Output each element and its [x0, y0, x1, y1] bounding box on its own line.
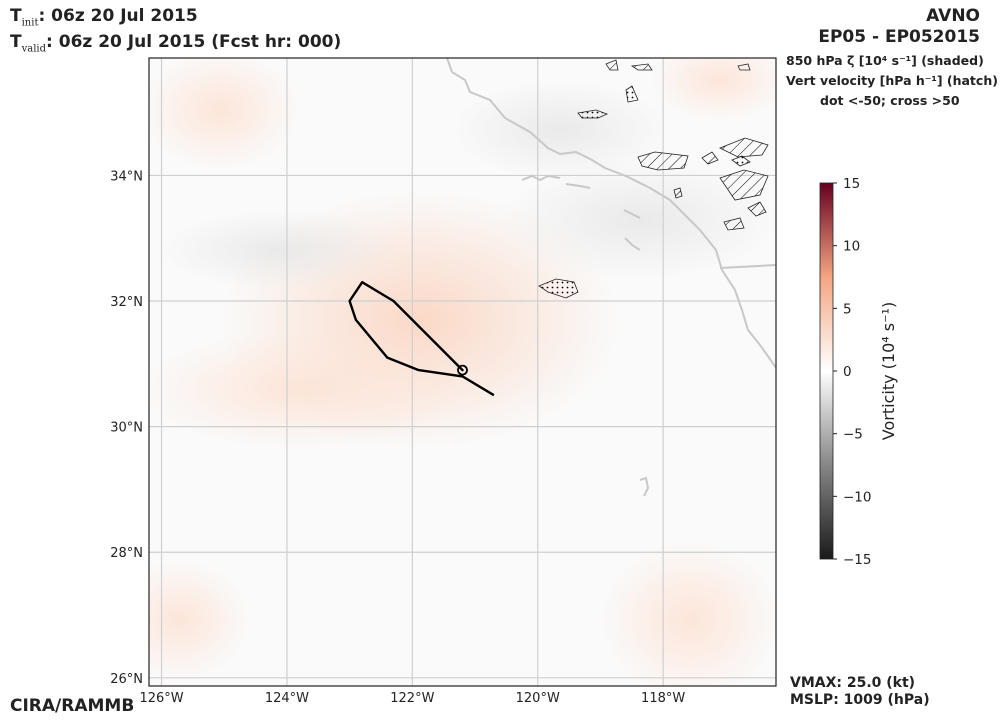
track-line	[348, 281, 495, 397]
legend-hatch: Vert velocity [hPa h⁻¹] (hatch)	[786, 73, 998, 88]
lat-label: 28°N	[110, 546, 143, 561]
colorbar-tick-label: 15	[843, 176, 860, 192]
longitude-labels: 126°W 124°W 122°W 120°W 118°W	[139, 691, 685, 706]
lat-label: 34°N	[110, 169, 143, 184]
colorbar-tick-label: −5	[843, 427, 863, 443]
colorbar	[819, 182, 834, 560]
colorbar-tick-label: −10	[843, 489, 872, 505]
storm-track	[348, 281, 495, 397]
lat-label: 30°N	[110, 421, 143, 436]
init-time-title: Tinit: 06z 20 Jul 2015	[10, 6, 198, 29]
lon-label: 126°W	[139, 691, 183, 706]
colorbar-tick-label: 5	[843, 301, 852, 317]
vmax-value: VMAX: 25.0 (kt)	[790, 675, 916, 691]
storm-center-marker	[457, 364, 468, 376]
lon-label: 124°W	[265, 691, 309, 706]
mslp-value: MSLP: 1009 (hPa)	[790, 692, 930, 708]
lon-label: 122°W	[390, 691, 434, 706]
vertical-velocity-hatch	[538, 59, 769, 299]
storm-id: EP05 - EP052015	[818, 27, 980, 47]
colorbar-tick-label: −15	[843, 552, 872, 568]
lat-label: 32°N	[110, 295, 143, 310]
colorbar-label: Vorticity (10⁴ s⁻¹)	[879, 302, 898, 440]
coastline	[446, 58, 776, 497]
latitude-labels: 34°N 32°N 30°N 28°N 26°N	[110, 169, 143, 686]
legend-dot-cross: dot <-50; cross >50	[820, 93, 960, 108]
lon-label: 120°W	[516, 691, 560, 706]
legend-shaded: 850 hPa ζ [10⁴ s⁻¹] (shaded)	[786, 53, 984, 68]
valid-time-title: Tvalid: 06z 20 Jul 2015 (Fcst hr: 000)	[10, 32, 342, 55]
colorbar-ticks: 15 10 5 0 −5 −10 −15	[833, 176, 872, 568]
lat-label: 26°N	[110, 672, 143, 687]
credit-label: CIRA/RAMMB	[10, 696, 135, 716]
storm-center-dot	[461, 368, 464, 372]
lon-label: 118°W	[641, 691, 685, 706]
model-name: AVNO	[926, 6, 980, 26]
colorbar-tick-label: 0	[843, 364, 852, 380]
map-frame	[148, 57, 777, 687]
vorticity-shading	[149, 58, 776, 686]
colorbar-tick-label: 10	[843, 239, 860, 255]
